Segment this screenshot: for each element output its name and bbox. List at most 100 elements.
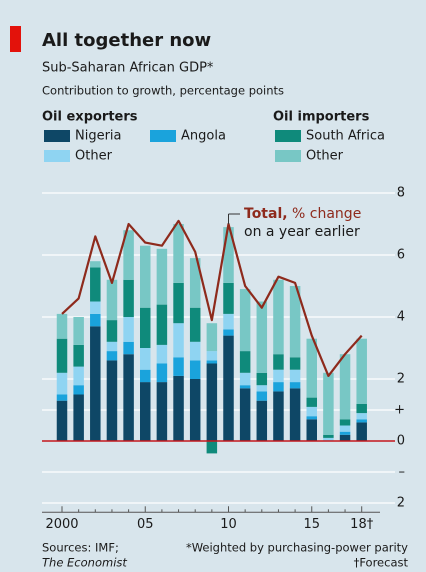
bar-segment (356, 419, 367, 423)
x-tick-label: 05 (137, 517, 154, 532)
bar-segment (140, 348, 151, 370)
bar-segment (123, 341, 134, 355)
bar-segment (173, 224, 184, 283)
legend-swatch (150, 130, 176, 142)
y-tick-label: 2 (397, 496, 405, 511)
bar-segment (239, 351, 251, 373)
bar-segment (223, 335, 234, 441)
bar-segment (123, 279, 134, 317)
bar-segment (339, 354, 351, 420)
bar-segment (306, 419, 317, 441)
bar-segment (140, 245, 151, 308)
footnote: †Forecast (354, 556, 409, 570)
y-tick-label: 8 (397, 186, 405, 201)
x-tick-label: 15 (303, 517, 320, 532)
bar-segment (56, 338, 68, 373)
legend-swatch (44, 130, 70, 142)
bar-segment (273, 391, 284, 441)
bar-segment (223, 282, 234, 314)
bar-segment (239, 388, 251, 441)
bar-segment (156, 363, 168, 383)
annotation: Total, % change (244, 206, 361, 222)
y-tick-label: 4 (397, 310, 405, 325)
legend-group: Oil importers (273, 110, 370, 125)
bar-segment (140, 382, 151, 441)
bar-segment (339, 419, 351, 426)
bar-segment (206, 323, 218, 352)
bar-segment (289, 357, 301, 370)
bar-segment (289, 388, 301, 441)
bar-segment (273, 354, 284, 370)
bar-segment (73, 385, 84, 395)
bar-segment (73, 394, 84, 441)
bar-segment (273, 279, 284, 355)
bar-segment (156, 248, 168, 305)
bar-segment (256, 372, 268, 386)
bar-segment (156, 344, 168, 364)
bar-segment (339, 434, 351, 441)
bar-segment (239, 372, 251, 386)
bar-segment (106, 341, 118, 352)
x-tick-label: 18† (350, 517, 374, 532)
annotation-text: % change (288, 206, 362, 222)
legend-label: South Africa (306, 129, 385, 144)
annotation: on a year earlier (244, 224, 360, 240)
bar-segment (206, 360, 218, 364)
legend-label: Angola (181, 129, 226, 144)
bar-segment (189, 258, 201, 308)
bar-segment (189, 341, 201, 361)
y-tick-label: + (394, 403, 405, 418)
bar-segment (156, 304, 168, 345)
bar-segment (256, 391, 268, 401)
bar-segment (273, 382, 284, 392)
bar-segment (223, 227, 234, 283)
bar-segment (339, 425, 351, 432)
axis-label: Contribution to growth, percentage point… (42, 84, 284, 98)
bar-segment (189, 379, 201, 441)
bar-segment (189, 307, 201, 342)
y-tick-label: 0 (397, 434, 405, 449)
bar-segment (156, 382, 168, 441)
bar-segment (123, 354, 134, 441)
bar-segment (90, 326, 101, 441)
chart-subtitle: Sub-Saharan African GDP* (42, 61, 214, 76)
legend-group: Oil exporters (42, 110, 138, 125)
legend-swatch (275, 130, 301, 142)
bar-segment (106, 279, 118, 321)
bar-segment (323, 434, 334, 438)
footnote: *Weighted by purchasing-power parity (186, 541, 408, 555)
bar-segment (323, 437, 334, 441)
bar-segment (356, 413, 367, 420)
bar-segment (289, 286, 301, 358)
bar-segment (73, 366, 84, 386)
bar-segment (106, 351, 118, 361)
y-tick-label: – (399, 465, 406, 480)
legend-label: Other (75, 149, 113, 164)
total-line (61, 219, 363, 377)
x-tick-label: 10 (220, 517, 237, 532)
bar-segment (90, 313, 101, 327)
y-tick-label: 6 (397, 248, 405, 263)
bar-segment (123, 230, 134, 280)
bar-segment (306, 338, 317, 398)
bar-segment (256, 400, 268, 441)
bar-segment (223, 329, 234, 336)
source: Sources: IMF; (42, 541, 119, 555)
bar-segment (173, 357, 184, 376)
legend-label: Other (306, 149, 344, 164)
bar-segment (256, 385, 268, 392)
bar-segment (56, 372, 68, 395)
bar-segment (289, 369, 301, 383)
bar-segment (239, 385, 251, 389)
bar-segment (56, 394, 68, 401)
bar-segment (173, 323, 184, 358)
bar-segment (106, 320, 118, 342)
legend-label: Nigeria (75, 129, 122, 144)
red-tag (10, 26, 21, 52)
bar-segment (90, 267, 101, 302)
x-tick-label: 2000 (45, 517, 78, 532)
bar-segment (106, 360, 118, 441)
source: The Economist (42, 556, 127, 570)
